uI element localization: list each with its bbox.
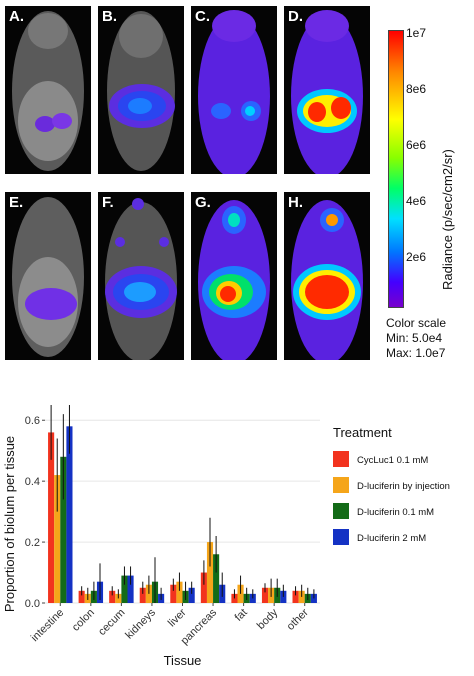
panel-label: E. — [9, 194, 24, 211]
x-tick-label: other — [285, 606, 311, 632]
color-scale-title: Color scale — [386, 316, 447, 330]
legend-label: CycLuc1 0.1 mM — [357, 455, 428, 466]
bar — [213, 554, 220, 603]
bar — [121, 575, 128, 603]
bar — [237, 584, 244, 603]
image-panel-a: A. — [5, 6, 91, 174]
min-label: Min: — [386, 331, 409, 345]
x-tick-label: body — [255, 606, 281, 632]
bar — [310, 593, 317, 603]
image-panel-h: H. — [284, 192, 370, 360]
min-value: 5.0e4 — [412, 331, 443, 345]
bar — [292, 590, 299, 603]
image-panel-b: B. — [98, 6, 184, 174]
max-label: Max: — [386, 346, 413, 360]
legend-swatch — [333, 503, 349, 519]
bar — [139, 587, 146, 603]
bar — [127, 575, 134, 603]
bar — [66, 426, 73, 603]
legend-swatch — [333, 451, 349, 467]
x-tick-label: fat — [233, 607, 250, 624]
panel-label: B. — [102, 8, 117, 25]
panel-label: A. — [9, 8, 24, 25]
bar — [280, 590, 287, 603]
plot-area — [45, 405, 320, 603]
color-scale-min: Min: 5.0e4 — [386, 331, 442, 345]
colorbar-tick: 4e6 — [406, 194, 427, 208]
legend-swatch — [333, 477, 349, 493]
x-tick-label: kidneys — [123, 606, 158, 641]
bar — [261, 587, 269, 603]
bar — [231, 593, 238, 603]
x-axis-label: Tissue — [164, 653, 202, 668]
image-panel-g: G. — [191, 192, 277, 360]
y-tick-label: 0.2 — [25, 537, 40, 549]
colorbar-tick: 8e6 — [406, 82, 427, 96]
bar — [170, 584, 177, 603]
legend-label: D-luciferin 0.1 mM — [357, 507, 434, 518]
bar — [145, 584, 152, 603]
radiance-color-bar — [388, 30, 404, 308]
colorbar-tick: 2e6 — [406, 250, 427, 264]
color-scale-max: Max: 1.0e7 — [386, 346, 445, 360]
bar — [298, 590, 305, 603]
y-tick-label: 0.4 — [25, 476, 40, 488]
x-tick-label: liver — [166, 606, 189, 629]
panel-label: F. — [102, 194, 114, 211]
bar — [200, 572, 207, 603]
bar — [109, 590, 116, 603]
panel-label: H. — [288, 194, 303, 211]
image-panel-c: C. — [191, 6, 277, 174]
x-tick-label: intestine — [29, 607, 66, 644]
max-value: 1.0e7 — [415, 346, 446, 360]
legend-swatch — [333, 529, 349, 545]
y-axis-label: Proportion of biolum per tissue — [2, 436, 17, 612]
legend-label: D-luciferin by injection — [357, 481, 450, 492]
bar — [54, 475, 61, 603]
y-tick-label: 0.6 — [25, 415, 40, 427]
panel-label: D. — [288, 8, 303, 25]
y-tick-label: 0.0 — [25, 598, 40, 610]
bar — [206, 542, 214, 603]
panel-label: C. — [195, 8, 210, 25]
colorbar-tick: 1e7 — [406, 26, 427, 40]
bar — [48, 432, 55, 603]
image-panel-f: F. — [98, 192, 184, 360]
bar — [78, 590, 85, 603]
legend-title: Treatment — [333, 425, 392, 440]
panel-label: G. — [195, 194, 211, 211]
colorbar-axis-label: Radiance (p/sec/cm2/sr) — [440, 149, 455, 290]
bar — [115, 593, 122, 603]
bar — [60, 456, 67, 603]
bar — [176, 581, 183, 603]
image-panel-e: E. — [5, 192, 91, 360]
bar — [188, 587, 195, 603]
image-panel-d: D. — [284, 6, 370, 174]
bar — [249, 593, 256, 603]
colorbar-tick: 6e6 — [406, 138, 427, 152]
legend-label: D-luciferin 2 mM — [357, 533, 426, 544]
x-tick-label: colon — [70, 607, 97, 634]
